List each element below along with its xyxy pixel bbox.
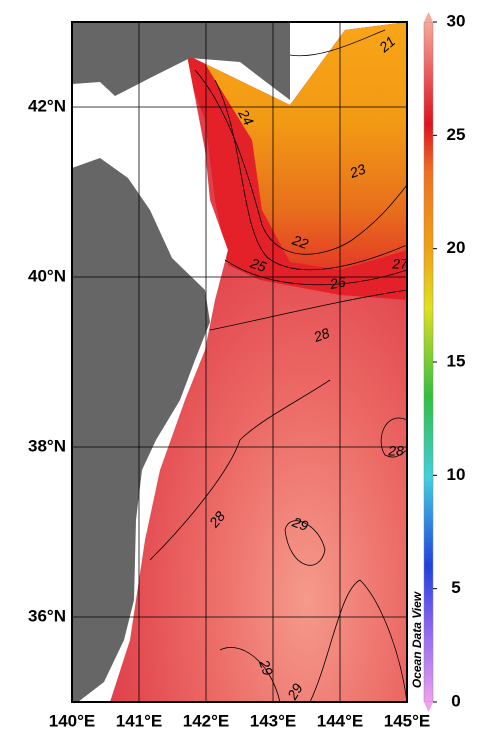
contour-label: 28 xyxy=(311,325,332,346)
contour-line xyxy=(309,579,407,702)
contour-line xyxy=(194,69,407,255)
contour-label: 23 xyxy=(347,161,368,182)
contour-label: 29 xyxy=(284,680,306,703)
contour-line xyxy=(284,520,326,566)
contour-line xyxy=(219,647,281,702)
x-tick-label: 141°E xyxy=(116,711,163,730)
contour-label: 25 xyxy=(247,254,268,275)
watermark: Ocean Data View xyxy=(410,591,424,688)
map-area xyxy=(72,22,407,702)
y-tick-label: 36°N xyxy=(28,606,66,625)
contour-line xyxy=(289,29,386,57)
y-tick-label: 40°N xyxy=(28,266,66,285)
contour-line xyxy=(214,79,407,271)
y-tick-label: 42°N xyxy=(28,96,66,115)
land-hokkaido xyxy=(72,22,290,100)
x-tick-label: 145°E xyxy=(384,711,431,730)
colorbar-tick-label: 30 xyxy=(447,11,466,30)
colorbar-arrow-bottom xyxy=(424,702,433,712)
colorbar-tick-label: 25 xyxy=(447,125,466,144)
contour-label: 22 xyxy=(289,231,310,252)
land-honshu xyxy=(72,158,210,702)
x-tick-label: 143°E xyxy=(250,711,297,730)
colorbar xyxy=(423,21,434,703)
contour-line xyxy=(209,289,407,331)
colorbar-tick-label: 10 xyxy=(447,465,466,484)
x-tick-label: 140°E xyxy=(49,711,96,730)
contour-lines xyxy=(149,29,407,702)
colorbar-tick-label: 15 xyxy=(447,351,466,370)
contour-label: 26 xyxy=(328,273,347,292)
colorbar-tick-label: 20 xyxy=(447,238,466,257)
contour-label: 27 xyxy=(391,256,409,272)
x-tick-label: 144°E xyxy=(317,711,364,730)
x-tick-label: 142°E xyxy=(183,711,230,730)
colorbar-tick-label: 5 xyxy=(451,578,460,597)
colorbar-tick-label: 0 xyxy=(451,691,460,710)
contour-label: 29 xyxy=(289,513,310,534)
contour-line xyxy=(149,379,331,561)
contour-label: 29 xyxy=(256,657,277,678)
y-tick-label: 38°N xyxy=(28,436,66,455)
colorbar-arrow-top xyxy=(424,12,433,22)
cold-water xyxy=(180,22,407,270)
contour-label: 24 xyxy=(235,106,257,129)
contour-label: 28 xyxy=(387,443,404,459)
contour-line xyxy=(380,417,407,458)
